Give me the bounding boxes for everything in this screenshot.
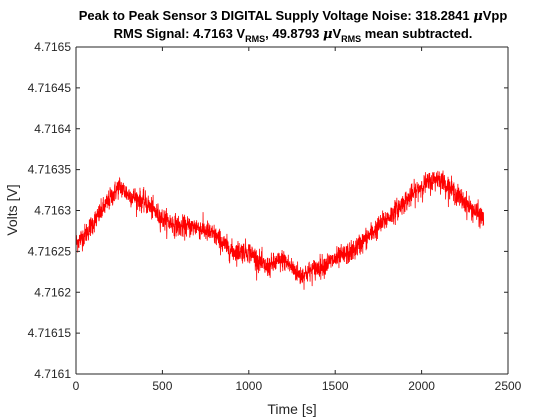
- series-line: [75, 170, 485, 290]
- title-line-2: RMS Signal: 4.7163 VRMS, 49.8793 μVRMS m…: [114, 26, 473, 44]
- y-tick-label: 4.7165: [34, 40, 71, 54]
- y-tick-label: 4.7164: [34, 122, 71, 136]
- title-line-1: Peak to Peak Sensor 3 DIGITAL Supply Vol…: [79, 8, 508, 24]
- y-axis-label: Volts [V]: [4, 184, 20, 235]
- x-tick-label: 1500: [322, 379, 349, 393]
- x-axis-label: Time [s]: [267, 401, 316, 417]
- plot-area: [76, 47, 508, 374]
- y-tick-label: 4.71635: [28, 163, 72, 177]
- x-tick-label: 0: [73, 379, 80, 393]
- x-tick-label: 2500: [495, 379, 522, 393]
- chart-title: Peak to Peak Sensor 3 DIGITAL Supply Vol…: [79, 8, 508, 44]
- y-tick-label: 4.7162: [34, 285, 71, 299]
- y-tick-label: 4.7163: [34, 204, 71, 218]
- ticks-layer: 0 500 1000 1500 2000 2500 4.7161 4.71615 4.7162 4…: [28, 40, 522, 393]
- y-tick-label: 4.71645: [28, 81, 72, 95]
- x-tick-label: 500: [152, 379, 172, 393]
- y-tick-label: 4.71625: [28, 244, 72, 258]
- y-tick-label: 4.71615: [28, 326, 72, 340]
- x-tick-label: 1000: [235, 379, 262, 393]
- x-tick-label: 2000: [408, 379, 435, 393]
- series-layer: [75, 170, 485, 290]
- y-tick-label: 4.7161: [34, 367, 71, 381]
